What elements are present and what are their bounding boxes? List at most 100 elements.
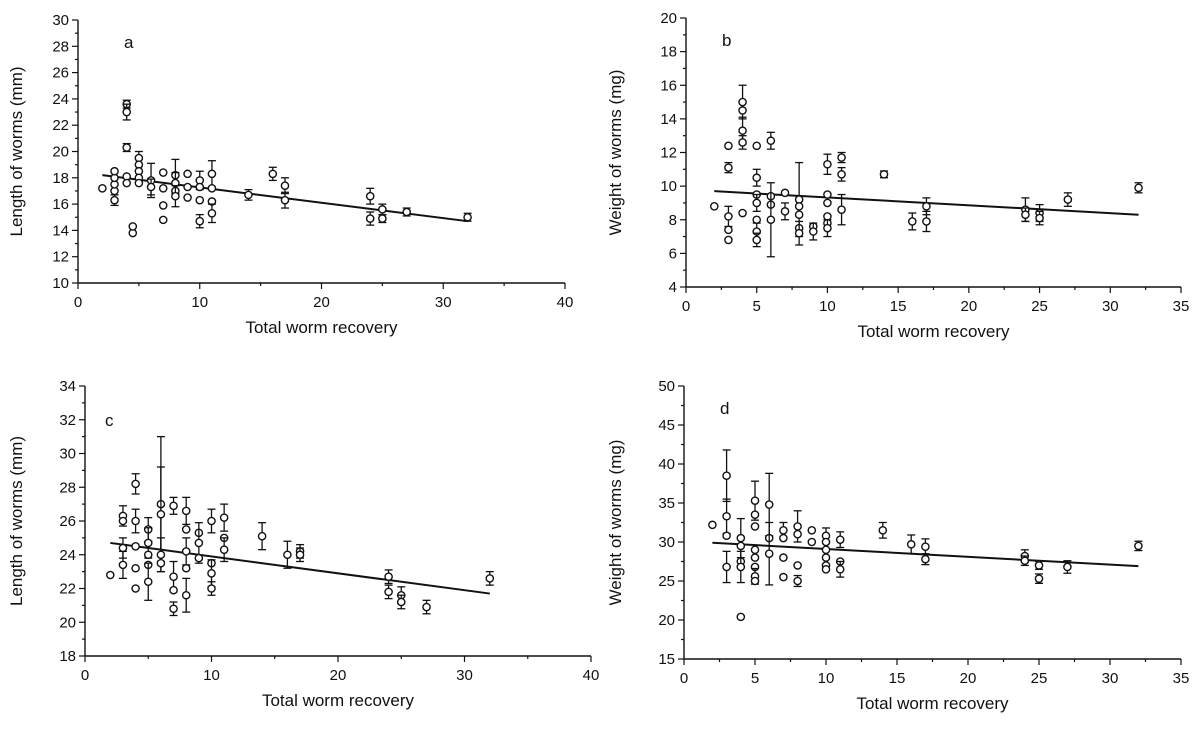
- data-point: [98, 184, 107, 193]
- data-point: [835, 564, 845, 574]
- data-point: [722, 531, 731, 541]
- y-axis-title: Weight of worms (mg): [606, 440, 625, 606]
- data-point: [752, 198, 762, 208]
- regression-line: [110, 541, 490, 595]
- panel-a: 10 12 14 16 18 20 22 24 26 28 30 0 10 20 30 40 Total wor…: [0, 0, 599, 367]
- data-point: [194, 553, 204, 563]
- data-point: [280, 181, 290, 190]
- chart-d: 15 20 25 30 35 40 45 50 0 5 10 15 20 25 30 35 Total worm…: [606, 378, 1189, 713]
- data-point: [207, 569, 216, 578]
- data-point: [156, 550, 166, 560]
- y-tick-label: 32: [59, 412, 76, 429]
- x-tick-label: 0: [74, 294, 82, 311]
- data-point: [143, 550, 153, 560]
- data-point: [794, 201, 804, 211]
- y-tick-label: 50: [658, 378, 675, 395]
- data-point: [384, 587, 393, 597]
- data-point: [158, 184, 168, 193]
- x-tick-label: 10: [203, 667, 220, 684]
- data-point: [169, 604, 178, 614]
- x-tick-label: 20: [961, 298, 978, 315]
- panel-d: 15 20 25 30 35 40 45 50 0 5 10 15 20 25 30 35 Total worm…: [599, 362, 1198, 729]
- y-tick-label: 12: [52, 249, 69, 266]
- data-point: [821, 545, 831, 555]
- data-point: [181, 563, 191, 573]
- data-point: [750, 496, 760, 505]
- y-tick-label: 15: [658, 651, 675, 668]
- data-point: [752, 235, 762, 245]
- data-point: [724, 235, 733, 245]
- y-tick-label: 30: [59, 446, 76, 463]
- y-tick-label: 22: [59, 581, 76, 598]
- data-point: [110, 195, 119, 205]
- data-point: [821, 553, 831, 562]
- x-tick-label: 20: [330, 667, 347, 684]
- data-point: [146, 182, 156, 192]
- y-tick-label: 26: [52, 65, 69, 82]
- data-point: [709, 201, 719, 211]
- data-point: [921, 542, 930, 551]
- y-tick-label: 24: [52, 91, 69, 108]
- data-point: [821, 564, 831, 574]
- data-point: [402, 207, 412, 217]
- data-point: [821, 537, 831, 547]
- data-point: [283, 550, 292, 560]
- data-point: [131, 542, 140, 551]
- data-point: [378, 214, 387, 223]
- data-point: [793, 522, 802, 531]
- data-point: [1034, 561, 1044, 570]
- data-point: [156, 558, 166, 568]
- y-tick-label: 14: [660, 111, 677, 128]
- data-point: [280, 195, 290, 205]
- data-point: [463, 212, 472, 222]
- data-point: [110, 166, 119, 176]
- data-point: [194, 538, 204, 548]
- data-point: [131, 479, 140, 489]
- data-point: [195, 195, 205, 205]
- data-point: [158, 215, 168, 225]
- data-point: [736, 533, 746, 543]
- y-tick-label: 4: [669, 279, 677, 296]
- data-point: [156, 509, 166, 519]
- data-point: [118, 560, 128, 570]
- y-tick-label: 26: [59, 513, 76, 530]
- data-point: [207, 584, 216, 593]
- y-tick-label: 22: [52, 117, 69, 134]
- y-tick-label: 35: [658, 495, 675, 512]
- data-point: [1134, 541, 1143, 551]
- y-tick-label: 18: [660, 44, 677, 61]
- data-point: [122, 107, 131, 117]
- y-tick-label: 28: [59, 479, 76, 496]
- data-point: [752, 215, 762, 225]
- data-point: [823, 159, 832, 169]
- y-tick-label: 24: [59, 547, 76, 564]
- x-tick-label: 0: [680, 670, 688, 687]
- data-point: [878, 525, 888, 535]
- data-point: [207, 516, 216, 526]
- chart-b: 4 6 8 10 12 14 16 18 20 0 5 10 15 20 25 30 35 Total worm …: [606, 10, 1189, 341]
- data-point: [780, 188, 790, 198]
- data-point: [738, 106, 747, 115]
- data-point: [118, 516, 128, 526]
- data-point: [195, 182, 205, 192]
- data-point: [837, 170, 846, 179]
- x-tick-label: 10: [818, 670, 835, 687]
- panel-letter: a: [124, 33, 134, 52]
- y-tick-label: 30: [52, 12, 69, 29]
- x-tick-label: 0: [682, 298, 690, 315]
- data-point: [131, 516, 140, 526]
- data-point: [1020, 556, 1030, 566]
- x-axis-title: Total worm recovery: [262, 691, 415, 710]
- data-point: [752, 173, 762, 183]
- y-tick-label: 25: [658, 573, 675, 590]
- panel-letter: d: [720, 399, 729, 418]
- data-point: [207, 169, 217, 179]
- panel-c: 18 20 22 24 26 28 30 32 34 0 10 20 30 40 Total worm re…: [0, 362, 599, 729]
- data-point: [118, 543, 128, 553]
- data-point: [131, 563, 140, 573]
- x-tick-label: 30: [1102, 298, 1119, 315]
- data-point: [244, 190, 253, 200]
- data-point: [794, 228, 804, 238]
- data-point: [779, 553, 788, 562]
- x-tick-label: 5: [753, 298, 761, 315]
